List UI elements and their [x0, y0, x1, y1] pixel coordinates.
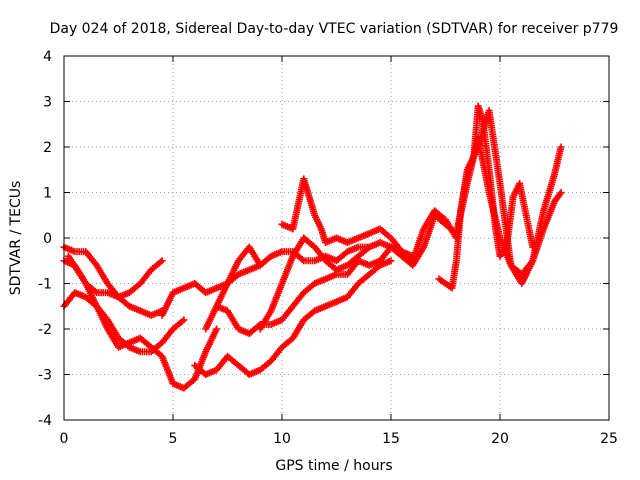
- x-tick-label: 0: [60, 431, 69, 447]
- y-tick-label: -1: [38, 277, 52, 293]
- data-series-track-3: [60, 289, 188, 356]
- axis-ticks: 0 5 10 15 20 25 -4 -3 -2 -1 0 1 2 3 4: [38, 49, 618, 447]
- y-tick-label: 0: [43, 231, 52, 247]
- y-tick-label: -4: [38, 413, 52, 429]
- x-tick-label: 25: [600, 431, 618, 447]
- x-tick-label: 20: [491, 431, 509, 447]
- data-series-track-6: [191, 257, 395, 378]
- data-series-track-8: [202, 243, 264, 333]
- data-point-plus: [529, 243, 537, 251]
- y-tick-label: 1: [43, 186, 52, 202]
- x-tick-label: 10: [273, 431, 291, 447]
- y-axis-label: SDTVAR / TECUs: [8, 181, 24, 296]
- x-axis-label: GPS time / hours: [275, 458, 392, 474]
- y-tick-label: -2: [38, 322, 52, 338]
- data-series-track-4: [64, 252, 221, 392]
- data-point-plus: [256, 261, 264, 269]
- data-series-track-11: [435, 102, 537, 292]
- data-series: [60, 102, 565, 392]
- data-point-plus: [557, 143, 565, 151]
- data-series-track-5: [158, 243, 373, 319]
- y-tick-label: -3: [38, 368, 52, 384]
- data-series-track-9: [256, 134, 565, 333]
- data-point-plus: [180, 316, 188, 324]
- data-point-plus: [387, 257, 395, 265]
- data-point-plus: [556, 190, 564, 198]
- y-tick-label: 3: [43, 95, 52, 111]
- x-tick-label: 15: [382, 431, 400, 447]
- data-point-plus: [158, 257, 166, 265]
- y-tick-label: 4: [43, 49, 52, 65]
- y-tick-label: 2: [43, 140, 52, 156]
- data-point-plus: [501, 245, 509, 253]
- data-series-track-2: [60, 243, 166, 319]
- data-point-plus: [557, 189, 565, 196]
- x-tick-label: 5: [169, 431, 178, 447]
- data-point-plus: [213, 325, 221, 333]
- chart-title: Day 024 of 2018, Sidereal Day-to-day VTE…: [50, 21, 619, 37]
